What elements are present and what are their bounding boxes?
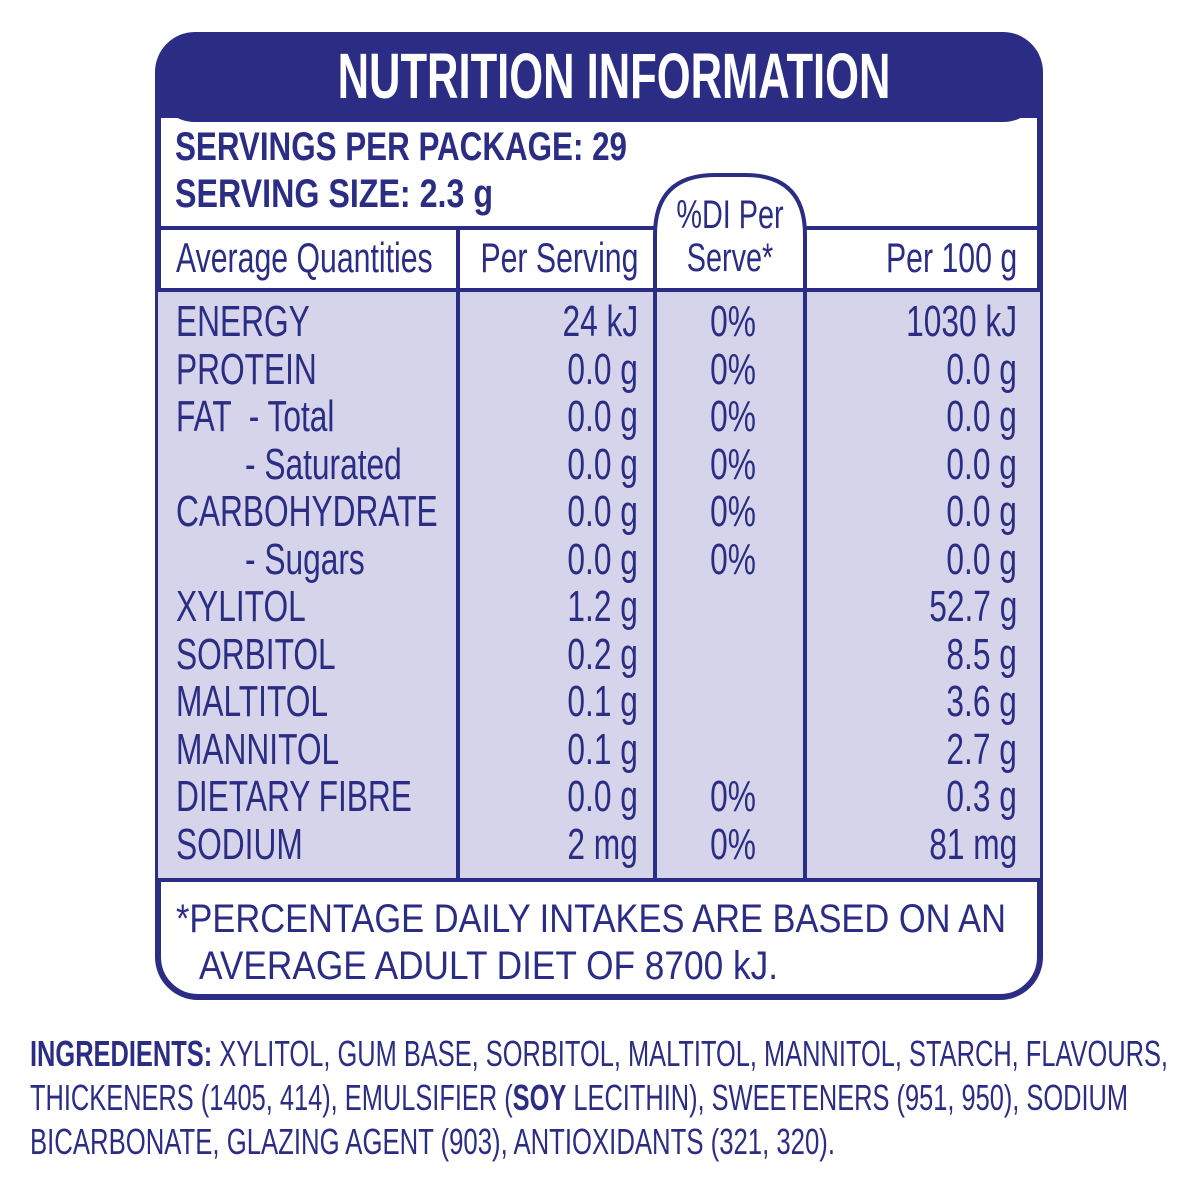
nutrient-name: ENERGY (176, 297, 310, 346)
column-header: Per Serving (480, 234, 638, 281)
nutrient-name: - Sugars (245, 534, 365, 584)
daily-intake-value: 0% (710, 439, 756, 489)
title: NUTRITION INFORMATION (337, 40, 891, 112)
per-serving-value: 0.0 g (567, 487, 638, 536)
nutrient-name: FAT - Total (176, 392, 335, 441)
per-100g-value: 1030 kJ (906, 297, 1017, 346)
per-serving-value: 0.2 g (567, 629, 638, 679)
per-100g-value: 0.0 g (946, 534, 1017, 584)
per-serving-value: 0.0 g (567, 439, 638, 489)
per-100g-value: 8.5 g (946, 629, 1017, 679)
daily-intake-value: 0% (710, 534, 756, 584)
ingredients-bold: SOY (512, 1077, 567, 1118)
ingredients-text: BICARBONATE, GLAZING AGENT (903), ANTIOX… (30, 1121, 835, 1162)
ingredients-line: INGREDIENTS: XYLITOL, GUM BASE, SORBITOL… (30, 1036, 1168, 1072)
column-header: Average Quantities (176, 234, 433, 281)
per-100g-value: 0.0 g (946, 344, 1017, 394)
daily-intake-value: 0% (710, 487, 756, 536)
column-header: Per 100 g (885, 234, 1017, 281)
per-100g-value: 0.0 g (946, 487, 1017, 536)
nutrient-name: XYLITOL (176, 582, 306, 631)
nutrient-name: SORBITOL (176, 629, 336, 679)
ingredients-line: THICKENERS (1405, 414), EMULSIFIER (SOY … (30, 1080, 1128, 1116)
per-100g-value: 0.0 g (946, 439, 1017, 489)
nutrient-name: MALTITOL (176, 677, 328, 726)
per-serving-value: 0.1 g (567, 724, 638, 774)
per-100g-value: 81 mg (928, 819, 1017, 869)
footnote: AVERAGE ADULT DIET OF 8700 kJ. (199, 944, 778, 988)
per-100g-value: 52.7 g (928, 582, 1017, 631)
ingredients-text: XYLITOL, GUM BASE, SORBITOL, MALTITOL, M… (212, 1033, 1169, 1074)
footnote: *PERCENTAGE DAILY INTAKES ARE BASED ON A… (176, 897, 1006, 941)
per-100g-value: 0.3 g (946, 772, 1017, 821)
nutrient-name: MANNITOL (176, 724, 340, 774)
per-serving-value: 0.0 g (567, 772, 638, 821)
nutrient-name: SODIUM (176, 819, 303, 869)
ingredients-text: THICKENERS (1405, 414), EMULSIFIER ( (30, 1077, 513, 1118)
per-100g-value: 2.7 g (946, 724, 1017, 774)
per-serving-value: 0.0 g (567, 344, 638, 394)
daily-intake-value: 0% (710, 392, 756, 441)
daily-intake-value: 0% (710, 297, 756, 346)
serving-info: SERVING SIZE: 2.3 g (175, 172, 493, 216)
per-serving-value: 2 mg (567, 819, 638, 869)
nutrient-name: DIETARY FIBRE (176, 772, 412, 821)
per-100g-value: 0.0 g (946, 392, 1017, 441)
daily-intake-value: 0% (710, 819, 756, 869)
ingredients-text: LECITHIN), SWEETENERS (951, 950), SODIUM (566, 1077, 1128, 1118)
per-serving-value: 24 kJ (562, 297, 638, 346)
column-header: Serve* (686, 236, 774, 280)
per-serving-value: 1.2 g (567, 582, 638, 631)
serving-info: SERVINGS PER PACKAGE: 29 (175, 125, 627, 169)
per-serving-value: 0.1 g (567, 677, 638, 726)
per-100g-value: 3.6 g (946, 677, 1017, 726)
per-serving-value: 0.0 g (567, 534, 638, 584)
daily-intake-value: 0% (710, 772, 756, 821)
daily-intake-value: 0% (710, 344, 756, 394)
ingredients-bold: INGREDIENTS: (30, 1033, 213, 1074)
nutrient-name: - Saturated (245, 439, 402, 489)
per-serving-value: 0.0 g (567, 392, 638, 441)
nutrient-name: CARBOHYDRATE (176, 487, 438, 536)
ingredients-line: BICARBONATE, GLAZING AGENT (903), ANTIOX… (30, 1124, 835, 1160)
nutrient-name: PROTEIN (176, 344, 317, 394)
column-header: %DI Per (676, 193, 784, 237)
